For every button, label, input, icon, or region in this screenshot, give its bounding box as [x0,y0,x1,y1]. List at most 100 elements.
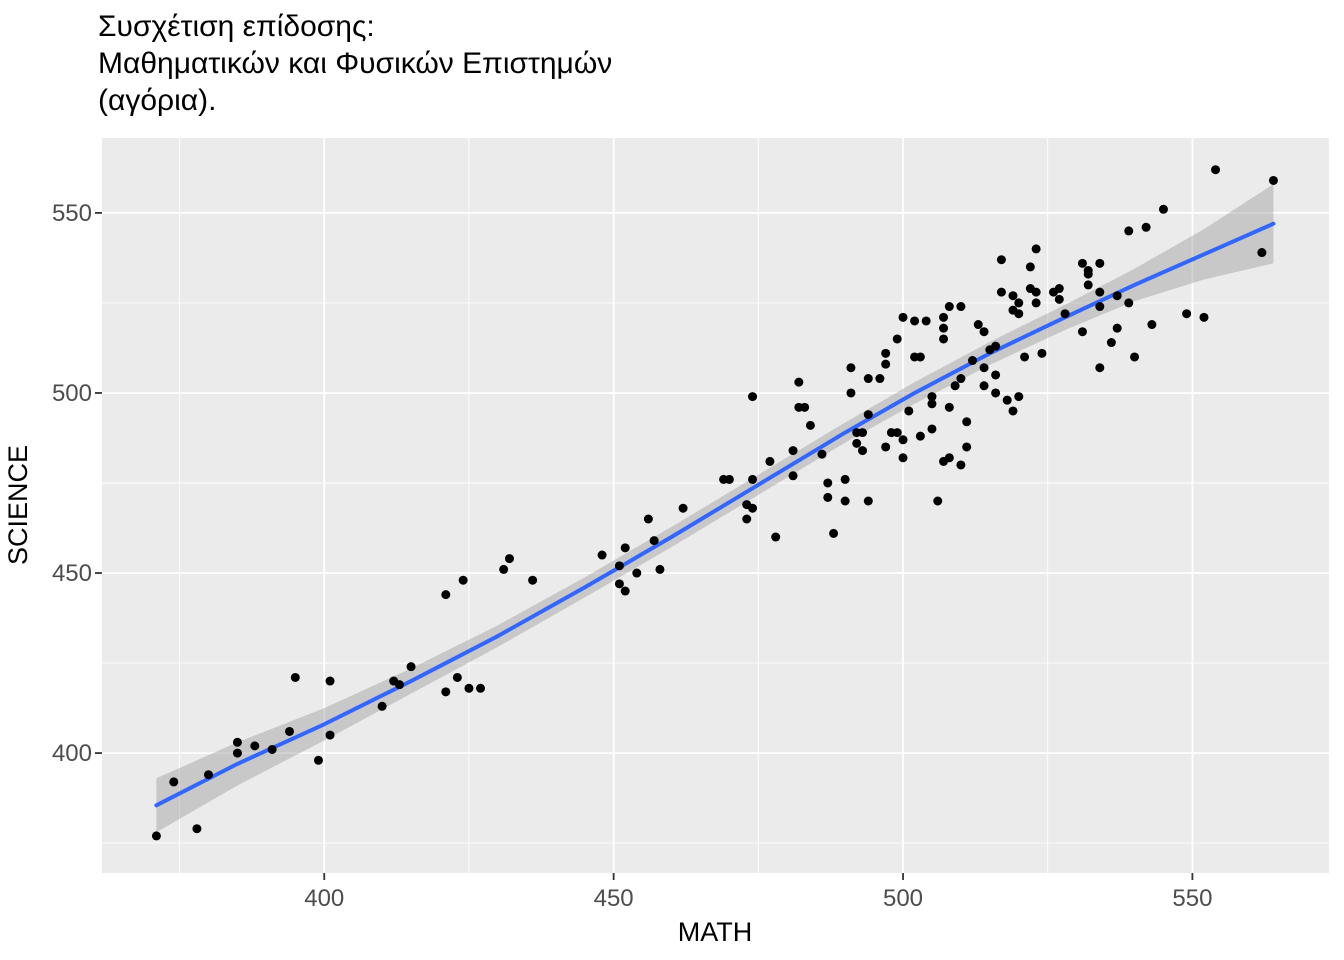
data-point [979,363,989,373]
data-point [1112,291,1122,301]
data-point [614,579,624,589]
data-point [620,543,630,553]
data-point [632,568,642,578]
data-point [788,471,798,481]
data-point [991,388,1001,398]
data-point [950,381,960,391]
chart-title: Συσχέτιση επίδοσης: Μαθηματικών και Φυσι… [98,10,613,117]
data-point [962,442,972,452]
data-point [863,496,873,506]
data-point [875,374,885,384]
data-point [956,460,966,470]
data-point [169,777,179,787]
data-point [1014,298,1024,308]
data-point [1141,222,1151,232]
data-point [973,320,983,330]
data-point [962,417,972,427]
data-point [528,575,538,585]
data-point [192,824,202,834]
data-point [915,352,925,362]
data-point [1054,294,1064,304]
data-point [1095,287,1105,297]
data-point [441,590,451,600]
data-point [1211,165,1221,175]
data-point [290,672,300,682]
data-point [203,770,213,780]
data-point [823,492,833,502]
data-point [1083,269,1093,279]
data-point [967,356,977,366]
data-point [1182,309,1192,319]
y-tick-label: 500 [52,380,92,407]
data-point [394,680,404,690]
data-point [910,316,920,326]
data-point [1014,392,1024,402]
data-point [846,363,856,373]
data-point [406,662,416,672]
minor-gridlines [102,138,1329,873]
x-tick-labels: 400 450 500 550 [304,885,1212,912]
smooth-line [154,221,1276,808]
data-point [1037,348,1047,358]
data-point [1147,320,1157,330]
data-point [788,446,798,456]
y-tick-label: 550 [52,200,92,227]
data-point [991,370,1001,380]
data-point [1130,352,1140,362]
data-point [939,456,949,466]
data-point [979,381,989,391]
data-point [939,323,949,333]
data-point [892,428,902,438]
data-point [742,514,752,524]
x-axis-title: MATH [678,917,753,947]
data-point [1031,244,1041,254]
data-point [956,302,966,312]
data-point [724,474,734,484]
data-point [944,402,954,412]
data-point [927,424,937,434]
data-point [1124,298,1134,308]
data-point [1199,312,1209,322]
data-point [846,388,856,398]
data-point [881,348,891,358]
data-point [892,334,902,344]
data-point [1124,226,1134,236]
x-tick-label: 450 [594,885,634,912]
data-point [1008,406,1018,416]
data-point [1025,262,1035,272]
data-point [858,446,868,456]
data-point [267,744,277,754]
data-point [805,420,815,430]
data-point [898,312,908,322]
data-point [1020,352,1030,362]
data-point [904,406,914,416]
data-point [863,410,873,420]
data-point [1095,302,1105,312]
data-point [1257,248,1267,258]
data-point [250,741,260,751]
data-point [898,435,908,445]
data-point [800,402,810,412]
axis-tick-marks [95,212,1194,880]
data-point [1054,284,1064,294]
data-point [996,287,1006,297]
data-point [458,575,468,585]
data-point [944,302,954,312]
data-point [817,449,827,459]
data-point [678,503,688,513]
data-point [452,672,462,682]
data-point [325,676,335,686]
data-point [748,503,758,513]
data-point [1095,258,1105,268]
data-point [881,442,891,452]
data-point [933,496,943,506]
data-point [979,327,989,337]
data-point [1077,258,1087,268]
data-point [441,687,451,697]
data-point [597,550,607,560]
data-point [643,514,653,524]
data-point [794,377,804,387]
data-point [285,726,295,736]
